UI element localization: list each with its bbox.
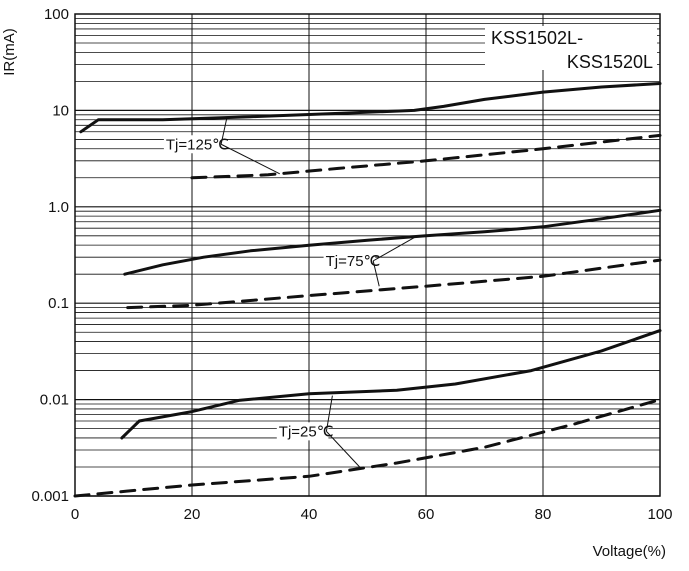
- legend-line-1: KSS1502L-: [491, 28, 583, 48]
- y-tick-label: 10: [52, 102, 69, 119]
- plot-frame: [74, 13, 661, 497]
- tick-labels: 0 20 40 60 80 100 0.001 0.01 0.1 1.0 10 100: [31, 6, 672, 523]
- y-tick-label: 0.001: [31, 488, 69, 505]
- annotation-label-bg: [276, 422, 329, 441]
- annotation-label-bg: [163, 135, 224, 154]
- x-axis-label: Voltage(%): [593, 543, 666, 560]
- y-axis-label: IR(mA): [1, 28, 18, 76]
- annotation-leader: [220, 116, 228, 145]
- x-tick-label: 40: [301, 506, 318, 523]
- y-tick-label: 0.01: [40, 392, 69, 409]
- x-tick-label: 80: [535, 506, 552, 523]
- annotation-label-bg: [323, 251, 376, 270]
- annotation-label: Tj=25℃: [279, 423, 334, 440]
- legend: KSS1502L- KSS1520L: [485, 26, 657, 72]
- x-tick-label: 20: [184, 506, 201, 523]
- series-line-dashed-4: [126, 258, 662, 310]
- series-line-dashed-2: [190, 133, 662, 180]
- legend-box: [485, 26, 657, 70]
- legend-line-2: KSS1520L: [567, 52, 653, 72]
- annotation-leader: [372, 260, 380, 287]
- series-line-dashed-6: [73, 398, 662, 498]
- series-line-solid-5: [120, 329, 662, 440]
- series-line-solid-1: [79, 82, 662, 134]
- x-tick-label: 0: [71, 506, 79, 523]
- annotation-leader: [326, 431, 363, 470]
- x-tick-label: 60: [418, 506, 435, 523]
- y-tick-label: 100: [44, 6, 69, 23]
- series-group: [73, 82, 662, 498]
- x-tick-label: 100: [647, 506, 672, 523]
- series-line-solid-3: [123, 208, 662, 276]
- y-tick-label: 1.0: [48, 199, 69, 216]
- annotation-leader: [325, 395, 333, 432]
- annotations-group: Tj=125℃ Tj=75℃ Tj=25℃: [163, 116, 415, 470]
- annotation-label: Tj=125℃: [166, 136, 229, 153]
- y-tick-label: 0.1: [48, 295, 69, 312]
- annotation-leader: [220, 143, 280, 175]
- annotation-label: Tj=75℃: [326, 253, 381, 270]
- annotation-leader: [372, 237, 415, 262]
